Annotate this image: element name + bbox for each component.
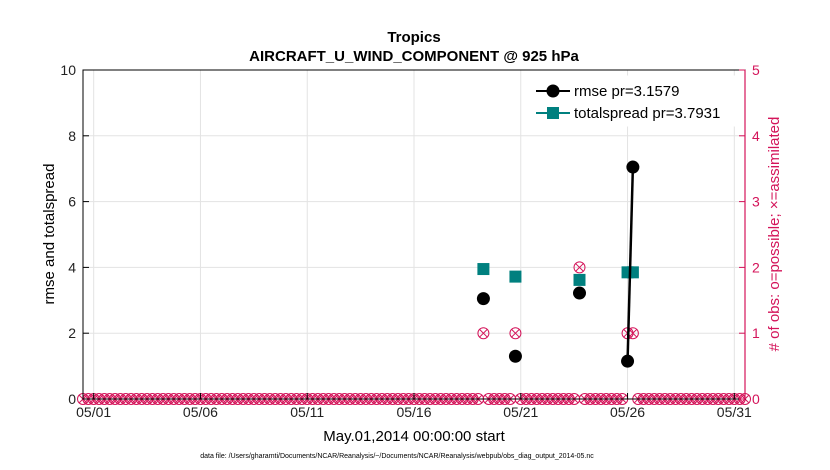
rmse-point bbox=[573, 286, 586, 300]
series-layer bbox=[476, 160, 640, 368]
obs-circle bbox=[477, 327, 490, 340]
obs-cross-b bbox=[628, 328, 638, 338]
legend-rmse-marker bbox=[546, 84, 560, 98]
obs-count-marker bbox=[509, 327, 522, 340]
x-tick-label: 05/06 bbox=[183, 404, 218, 420]
legend: rmse pr=3.1579 totalspread pr=3.7931 bbox=[528, 75, 739, 127]
y-right-tick-label: 1 bbox=[752, 325, 760, 341]
obs-count-marker bbox=[477, 327, 490, 340]
x-tick-label: 05/31 bbox=[717, 404, 752, 420]
rmse-point bbox=[621, 354, 635, 368]
y-right-tick-label: 4 bbox=[752, 128, 760, 144]
legend-totalspread-label: totalspread pr=3.7931 bbox=[574, 105, 720, 122]
axes-layer: 05/01 05/06 05/11 05/16 05/21 05/26 05/3102468… bbox=[60, 62, 760, 420]
obs-circle bbox=[509, 327, 522, 340]
y-right-tick-label: 2 bbox=[752, 259, 760, 275]
chart-title: Tropics bbox=[387, 29, 440, 46]
y-tick-label: 6 bbox=[68, 194, 76, 210]
rmse-segment bbox=[626, 167, 635, 362]
obs-count-marker bbox=[573, 261, 586, 274]
rmse-point bbox=[476, 292, 490, 306]
x-tick-label: 05/01 bbox=[76, 404, 111, 420]
rmse-point bbox=[626, 160, 640, 174]
y-tick-label: 0 bbox=[68, 391, 76, 407]
y-right-tick-label: 3 bbox=[752, 194, 760, 210]
x-tick-label: 05/26 bbox=[610, 404, 645, 420]
y-tick-label: 4 bbox=[68, 259, 76, 275]
totalspread-point bbox=[509, 270, 522, 283]
rmse-point bbox=[508, 349, 522, 363]
footnote: data file: /Users/gharamti/Documents/NCA… bbox=[200, 453, 594, 460]
x-tick-label: 05/11 bbox=[290, 404, 324, 420]
legend-box bbox=[528, 75, 739, 127]
legend-rmse-label: rmse pr=3.1579 bbox=[574, 83, 679, 100]
obs-cross-b bbox=[575, 263, 584, 272]
x-tick-label: 05/21 bbox=[503, 404, 538, 420]
totalspread-point bbox=[573, 273, 586, 286]
y-tick-label: 8 bbox=[68, 128, 76, 144]
x-tick-label: 05/16 bbox=[396, 404, 431, 420]
totalspread-point bbox=[477, 263, 490, 276]
y-tick-label: 10 bbox=[60, 62, 76, 78]
chart-subtitle: AIRCRAFT_U_WIND_COMPONENT @ 925 hPa bbox=[249, 48, 579, 65]
y-right-tick-label: 0 bbox=[752, 391, 760, 407]
y-axis-label-right: # of obs: o=possible; ×=assimilated bbox=[766, 117, 783, 352]
obs-cross-b bbox=[479, 328, 488, 338]
y-tick-label: 2 bbox=[68, 325, 76, 341]
obs-cross-b bbox=[511, 328, 520, 338]
y-right-tick-label: 5 bbox=[752, 62, 760, 78]
obs-circle bbox=[573, 261, 586, 274]
y-axis-label: rmse and totalspread bbox=[41, 164, 58, 305]
legend-totalspread-marker bbox=[547, 107, 559, 119]
x-axis-label: May.01,2014 00:00:00 start bbox=[323, 428, 505, 445]
